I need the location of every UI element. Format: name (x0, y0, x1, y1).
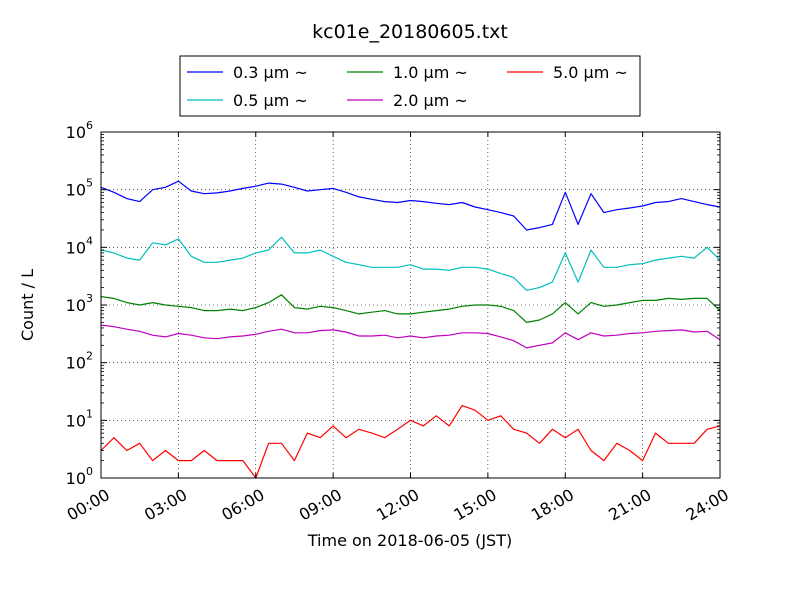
series-line-1 (100, 180, 721, 231)
x-tick-label: 09:00 (296, 485, 345, 525)
y-tick-label: 104 (66, 234, 93, 257)
x-axis-label: Time on 2018-06-05 (JST) (307, 531, 512, 550)
x-axis-tick-labels: 00:00 03:00 06:00 09:00 12:00 15:00 18:00 21:00… (64, 485, 732, 525)
chart-title: kc01e_20180605.txt (312, 21, 508, 43)
series-line-4 (100, 324, 721, 349)
legend-label: 2.0 μm ~ (393, 91, 468, 110)
y-tick-label: 103 (66, 292, 93, 315)
x-tick-label: 15:00 (450, 485, 499, 525)
y-tick-exponent: 3 (86, 292, 93, 305)
x-tick-label: 00:00 (64, 485, 113, 525)
y-tick-base: 10 (66, 469, 86, 488)
x-tick-label: 03:00 (141, 485, 190, 525)
series-line-2 (100, 236, 721, 291)
y-axis-label: Count / L (18, 269, 37, 341)
y-tick-exponent: 4 (86, 234, 93, 247)
y-tick-exponent: 0 (86, 465, 93, 478)
y-tick-base: 10 (66, 354, 86, 373)
plot-area (100, 131, 721, 479)
y-tick-exponent: 1 (86, 407, 93, 420)
y-tick-base: 10 (66, 411, 86, 430)
series-lines (100, 180, 721, 479)
legend-box (179, 55, 641, 117)
y-tick-label: 105 (66, 177, 93, 200)
legend-label: 5.0 μm ~ (553, 63, 628, 82)
y-tick-exponent: 2 (86, 350, 93, 363)
x-tick-label: 21:00 (605, 485, 654, 525)
legend-label: 0.3 μm ~ (233, 63, 308, 82)
y-tick-exponent: 6 (86, 119, 93, 132)
x-tick-label: 24:00 (683, 485, 732, 525)
axis-ticks (100, 131, 721, 479)
legend: 0.3 μm ~ 0.5 μm ~ 1.0 μm ~ 2.0 μm ~ 5.0 μm ~ (179, 55, 641, 117)
y-tick-exponent: 5 (86, 177, 93, 190)
y-tick-base: 10 (66, 238, 86, 257)
y-tick-label: 106 (66, 119, 93, 142)
x-tick-label: 06:00 (218, 485, 267, 525)
y-tick-label: 101 (66, 407, 93, 430)
legend-label: 1.0 μm ~ (393, 63, 468, 82)
y-tick-label: 100 (66, 465, 93, 488)
x-tick-label: 18:00 (528, 485, 577, 525)
x-tick-label: 12:00 (373, 485, 422, 525)
series-line-3 (100, 294, 721, 323)
y-tick-base: 10 (66, 123, 86, 142)
y-tick-label: 102 (66, 350, 93, 373)
legend-label: 0.5 μm ~ (233, 91, 308, 110)
series-line-5 (100, 405, 721, 479)
y-tick-base: 10 (66, 296, 86, 315)
y-tick-base: 10 (66, 181, 86, 200)
